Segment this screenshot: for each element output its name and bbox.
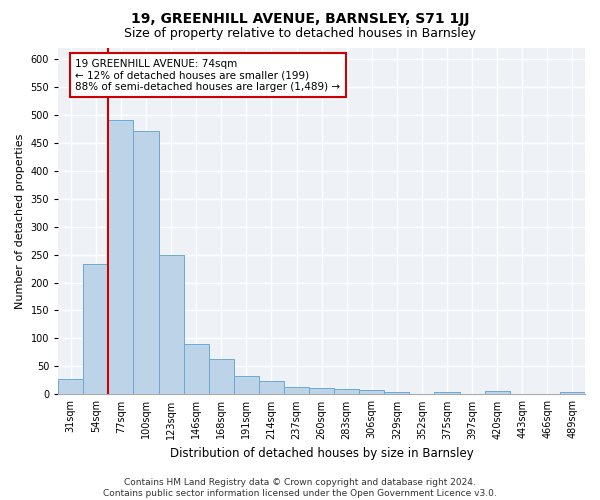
Bar	[434, 392, 460, 394]
Bar	[485, 390, 510, 394]
Bar	[309, 388, 334, 394]
Text: 19 GREENHILL AVENUE: 74sqm
← 12% of detached houses are smaller (199)
88% of sem: 19 GREENHILL AVENUE: 74sqm ← 12% of deta…	[75, 58, 340, 92]
Bar	[58, 380, 83, 394]
Y-axis label: Number of detached properties: Number of detached properties	[15, 134, 25, 308]
Bar	[385, 392, 409, 394]
X-axis label: Distribution of detached houses by size in Barnsley: Distribution of detached houses by size …	[170, 447, 473, 460]
Bar	[133, 132, 158, 394]
Bar	[359, 390, 385, 394]
Bar	[109, 120, 133, 394]
Text: 19, GREENHILL AVENUE, BARNSLEY, S71 1JJ: 19, GREENHILL AVENUE, BARNSLEY, S71 1JJ	[131, 12, 469, 26]
Bar	[158, 254, 184, 394]
Bar	[560, 392, 585, 394]
Text: Contains HM Land Registry data © Crown copyright and database right 2024.
Contai: Contains HM Land Registry data © Crown c…	[103, 478, 497, 498]
Bar	[209, 359, 234, 394]
Bar	[83, 264, 109, 394]
Bar	[184, 344, 209, 395]
Bar	[234, 376, 259, 394]
Bar	[334, 389, 359, 394]
Bar	[259, 381, 284, 394]
Bar	[284, 387, 309, 394]
Text: Size of property relative to detached houses in Barnsley: Size of property relative to detached ho…	[124, 28, 476, 40]
